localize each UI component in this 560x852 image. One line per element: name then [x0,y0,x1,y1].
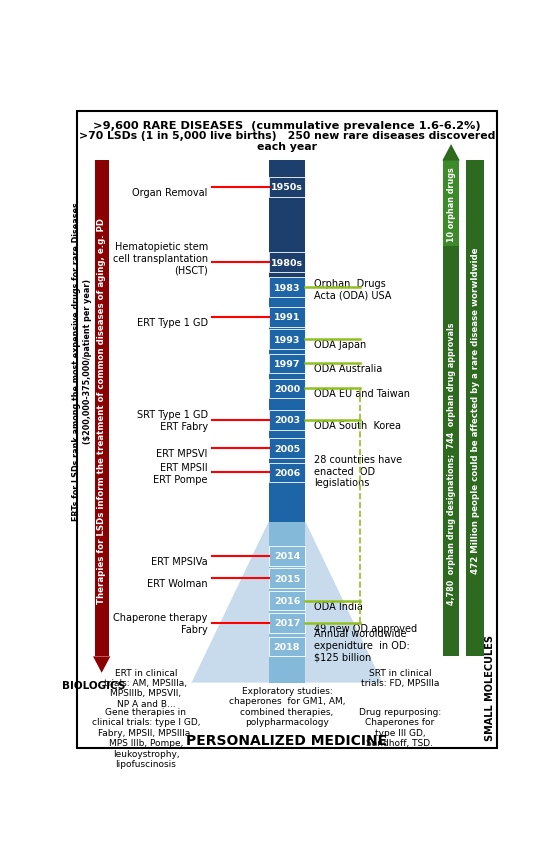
Bar [269,308,305,327]
Text: 2014: 2014 [274,552,300,561]
Text: 1997: 1997 [274,360,300,369]
Text: ODA Japan: ODA Japan [314,340,366,349]
Text: 2016: 2016 [274,596,300,605]
Text: 10 orphan drugs: 10 orphan drugs [446,167,455,241]
Bar [269,411,305,430]
Text: 2003: 2003 [274,416,300,425]
Bar [444,161,459,246]
Bar [269,439,305,458]
Text: 2000: 2000 [274,384,300,394]
Text: 1980s: 1980s [271,258,303,268]
Text: SRT Type 1 GD
 ERT Fabry: SRT Type 1 GD ERT Fabry [137,410,208,431]
Bar [269,379,305,399]
Text: 2018: 2018 [274,642,300,651]
Text: Chaperone therapy
Fabry: Chaperone therapy Fabry [114,613,208,634]
Text: ERT in clinical
trials: AM, MPSIIIa,
MPSIIIb, MPSVII,
NP A and B...: ERT in clinical trials: AM, MPSIIIa, MPS… [105,668,188,708]
Text: ODA South  Korea: ODA South Korea [314,420,401,430]
Bar [269,613,305,633]
Text: 4,780  orphan drug designations;  744  orphan drug approvals: 4,780 orphan drug designations; 744 orph… [446,322,455,604]
Bar [269,568,305,589]
Text: Annual woroldwide
expenidture  in OD:
$125 billion: Annual woroldwide expenidture in OD: $12… [314,629,410,661]
Bar [444,161,459,657]
Text: SRT in clinical
trials: FD, MPSIIIa: SRT in clinical trials: FD, MPSIIIa [361,668,439,687]
Text: each year: each year [257,141,317,152]
Text: ERT MPSII
ERT Pompe: ERT MPSII ERT Pompe [153,463,208,484]
Text: 49 new OD approved: 49 new OD approved [314,623,417,633]
Text: ERTs for LSDs rank among the most expensive drugs for rare Diseases
($200,000-37: ERTs for LSDs rank among the most expens… [72,202,92,521]
Text: ERT Wolman: ERT Wolman [147,579,208,589]
Text: Drug repurposing:
Chaperones for
type III GD,
Sandhoff, TSD.: Drug repurposing: Chaperones for type II… [359,707,441,747]
Text: 28 countries have
enacted  OD
legislations: 28 countries have enacted OD legislation… [314,454,402,487]
Text: ERT Type 1 GD: ERT Type 1 GD [137,318,208,327]
Text: ODA Australia: ODA Australia [314,364,382,374]
Polygon shape [442,145,460,161]
Text: 2017: 2017 [274,619,300,628]
Bar [269,637,305,657]
Bar [269,522,305,682]
Text: SMALL MOLECULES: SMALL MOLECULES [485,635,495,740]
Text: Organ Removal: Organ Removal [132,187,208,198]
Bar [269,591,305,611]
Bar [269,161,305,299]
Text: >70 LSDs (1 in 5,000 live births)   250 new rare diseases discovered: >70 LSDs (1 in 5,000 live births) 250 ne… [79,131,495,141]
Text: Hematopietic stem
cell transplantation
(HSCT): Hematopietic stem cell transplantation (… [113,242,208,275]
Text: BIOLOGICS: BIOLOGICS [62,680,125,690]
Text: 1991: 1991 [274,313,300,322]
Bar [269,463,305,483]
Text: 2006: 2006 [274,469,300,477]
Text: Exploratory studies:
chaperones  for GM1, AM,
combined therapies,
polypharmacolo: Exploratory studies: chaperones for GM1,… [228,686,346,726]
Bar [269,330,305,349]
Text: Gene therapies in
clinical trials: type I GD,
Fabry, MPSII, MPSIIIa,
MPS IIIb, P: Gene therapies in clinical trials: type … [92,707,200,768]
Text: >9,600 RARE DISEASES  (cummulative prevalence 1.6-6.2%): >9,600 RARE DISEASES (cummulative preval… [93,121,481,130]
Bar [269,278,305,297]
Text: ERT MPSVI: ERT MPSVI [156,449,208,458]
Bar [95,161,109,657]
Text: 2005: 2005 [274,444,300,453]
Polygon shape [192,522,382,682]
Text: 1983: 1983 [274,284,300,292]
Text: ODA India: ODA India [314,601,363,611]
Bar [269,354,305,374]
Text: 2015: 2015 [274,574,300,583]
Bar [269,299,305,522]
Bar [269,178,305,198]
Text: Therapies for LSDs inform the treatment of common diseases of aging, e.g. PD: Therapies for LSDs inform the treatment … [97,218,106,603]
Text: ERT MPSIVa: ERT MPSIVa [151,556,208,567]
Text: PERSONALIZED MEDICINE: PERSONALIZED MEDICINE [186,733,388,747]
Text: 1993: 1993 [274,335,300,344]
Bar [466,161,484,657]
Text: ODA EU and Taiwan: ODA EU and Taiwan [314,389,410,399]
Text: Orphan  Drugs
Acta (ODA) USA: Orphan Drugs Acta (ODA) USA [314,279,391,300]
Bar [269,546,305,566]
Bar [269,253,305,273]
Text: 1950s: 1950s [271,183,303,192]
Text: 472 Million people could be affected by a rare disease worwldwide: 472 Million people could be affected by … [472,248,480,573]
Polygon shape [93,657,110,673]
